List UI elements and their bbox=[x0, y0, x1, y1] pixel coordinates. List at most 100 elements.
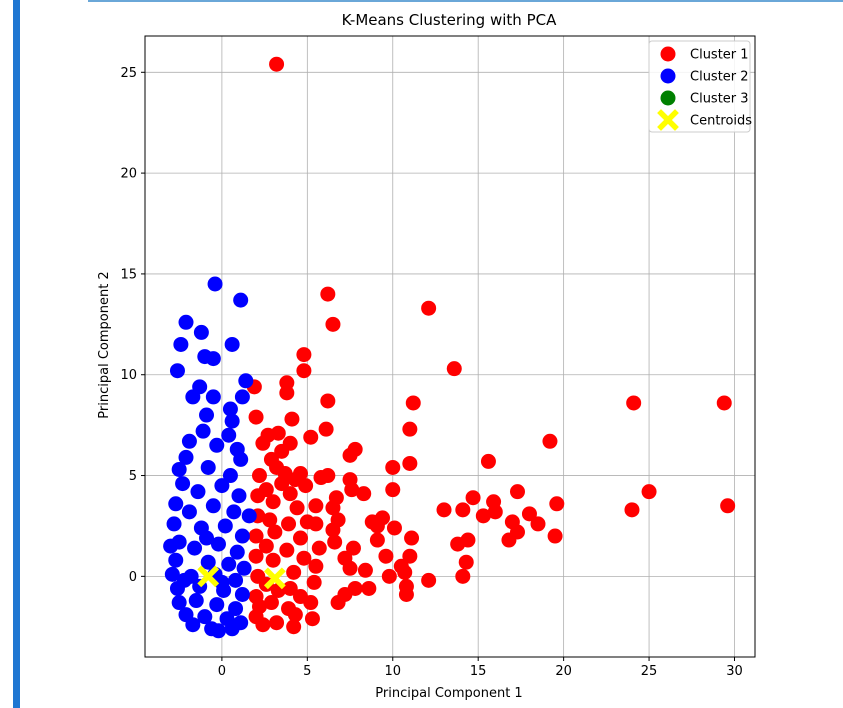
cluster-1-point bbox=[509, 484, 525, 500]
data-points bbox=[163, 56, 736, 639]
cluster-2-point bbox=[188, 593, 204, 609]
legend-label-cluster-1: Cluster 1 bbox=[690, 48, 749, 63]
cluster-2-point bbox=[185, 389, 201, 405]
cluster-1-point bbox=[248, 528, 264, 544]
cluster-2-point bbox=[199, 530, 215, 546]
cluster-1-point bbox=[716, 395, 732, 411]
x-tick-label: 15 bbox=[470, 664, 487, 679]
cluster-1-point bbox=[262, 512, 278, 528]
cluster-2-point bbox=[207, 276, 223, 292]
legend-marker-centroids bbox=[657, 109, 679, 131]
x-tick-label: 10 bbox=[384, 664, 401, 679]
y-tick-label: 15 bbox=[120, 267, 137, 282]
cluster-1-point bbox=[270, 425, 286, 441]
cluster-1-point bbox=[269, 459, 285, 475]
cluster-2-point bbox=[226, 504, 242, 520]
cluster-1-point bbox=[306, 574, 322, 590]
legend-box bbox=[648, 40, 751, 133]
cluster-1-point bbox=[487, 504, 503, 520]
cluster-1-point bbox=[530, 516, 546, 532]
cluster-1-point bbox=[402, 421, 418, 437]
cluster-2-point bbox=[168, 496, 184, 512]
cluster-2-point bbox=[224, 621, 240, 637]
cluster-1-point bbox=[258, 482, 274, 498]
cluster-1-point bbox=[369, 532, 385, 548]
cell-output-border bbox=[88, 0, 843, 2]
cluster-2-point bbox=[222, 468, 238, 484]
cluster-2-point bbox=[228, 601, 244, 617]
cluster-1-point bbox=[296, 550, 312, 566]
cluster-2-point bbox=[234, 389, 250, 405]
legend-label-cluster-2: Cluster 2 bbox=[690, 70, 749, 85]
cluster-1-point bbox=[385, 482, 401, 498]
cluster-1-point bbox=[269, 615, 285, 631]
cluster-2-point bbox=[238, 373, 254, 389]
cluster-1-point bbox=[361, 580, 377, 596]
axes-frame bbox=[144, 35, 756, 658]
cluster-1-point bbox=[385, 459, 401, 475]
cluster-1-point bbox=[296, 347, 312, 363]
x-tick-label: 20 bbox=[555, 664, 572, 679]
cluster-1-point bbox=[345, 540, 361, 556]
cluster-1-point bbox=[436, 502, 452, 518]
cluster-1-point bbox=[356, 486, 372, 502]
cluster-1-point bbox=[398, 586, 414, 602]
cluster-2-point bbox=[209, 597, 225, 613]
cluster-1-point bbox=[279, 385, 295, 401]
y-tick-label: 10 bbox=[120, 368, 137, 383]
cluster-1-point bbox=[357, 562, 373, 578]
cluster-2-point bbox=[171, 595, 187, 611]
cluster-2-point bbox=[222, 401, 238, 417]
cluster-1-point bbox=[265, 494, 281, 510]
x-tick-label: 0 bbox=[218, 664, 226, 679]
cluster-1-point bbox=[465, 490, 481, 506]
centroids-marker bbox=[197, 565, 220, 588]
cluster-1-point bbox=[296, 363, 312, 379]
cluster-1-point bbox=[501, 532, 517, 548]
cluster-1-point bbox=[328, 490, 344, 506]
cluster-1-point bbox=[330, 512, 346, 528]
legend-label-cluster-3: Cluster 3 bbox=[690, 92, 749, 107]
x-tick-label: 30 bbox=[726, 664, 743, 679]
legend-marker-cluster-1 bbox=[660, 46, 676, 62]
cluster-1-point bbox=[308, 498, 324, 514]
cluster-1-point bbox=[386, 520, 402, 536]
cluster-1-point bbox=[281, 516, 297, 532]
x-tick-label: 25 bbox=[641, 664, 658, 679]
cluster-1-point bbox=[421, 572, 437, 588]
cluster-1-point bbox=[251, 468, 267, 484]
cluster-1-point bbox=[342, 560, 358, 576]
cluster-1-point bbox=[404, 530, 420, 546]
cluster-1-point bbox=[287, 472, 303, 488]
cluster-1-point bbox=[311, 540, 327, 556]
cluster-1-point bbox=[274, 476, 290, 492]
cluster-2-point bbox=[163, 538, 179, 554]
cluster-2-point bbox=[181, 504, 197, 520]
cluster-2-point bbox=[205, 389, 221, 405]
chart-title: K-Means Clustering with PCA bbox=[342, 11, 557, 29]
cluster-1-point bbox=[289, 500, 305, 516]
y-axis-label: Principal Component 2 bbox=[97, 271, 112, 418]
cluster-2-point bbox=[210, 536, 226, 552]
cluster-1-point bbox=[320, 468, 336, 484]
cluster-2-point bbox=[224, 413, 240, 429]
cluster-1-point bbox=[344, 482, 360, 498]
cluster-1-point bbox=[378, 548, 394, 564]
cluster-2-point bbox=[185, 617, 201, 633]
cluster-2-point bbox=[178, 449, 194, 465]
cluster-2-point bbox=[199, 407, 215, 423]
cluster-2-point bbox=[166, 516, 182, 532]
cluster-2-point bbox=[214, 574, 230, 590]
centroids-marker bbox=[263, 567, 286, 590]
cluster-2-point bbox=[171, 461, 187, 477]
y-tick-label: 0 bbox=[129, 570, 137, 585]
cluster-1-point bbox=[265, 552, 281, 568]
cluster-2-point bbox=[228, 572, 244, 588]
cluster-1-point bbox=[641, 484, 657, 500]
cluster-1-point bbox=[284, 411, 300, 427]
cluster-2-point bbox=[217, 518, 233, 534]
cluster-2-point bbox=[178, 314, 194, 330]
plot-frame bbox=[144, 35, 756, 658]
cluster-2-point bbox=[231, 488, 247, 504]
